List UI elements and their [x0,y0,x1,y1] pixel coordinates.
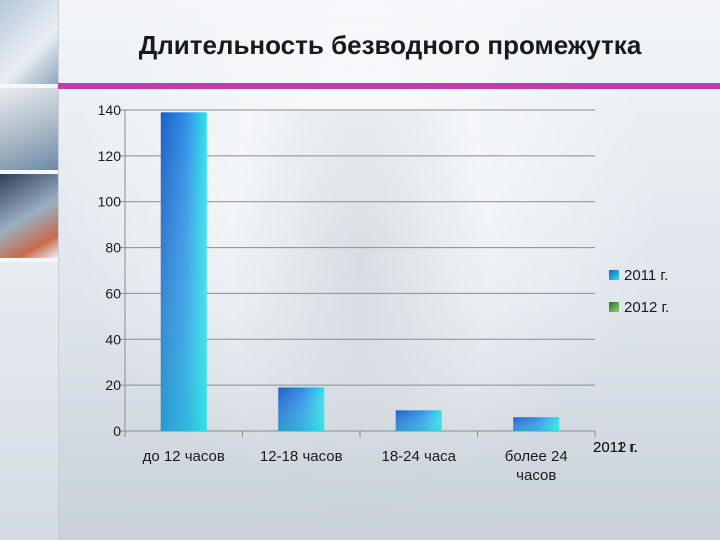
x-tick-label: 12-18 часов [260,448,343,465]
y-tick-label: 20 [105,377,121,393]
overlap-label-2012: 2012 г. [593,439,638,456]
legend-swatch [609,302,619,312]
bar-2011-shade [395,410,442,431]
overlap-label-2011: 2011 г. [593,439,637,456]
x-tick-label: 18-24 часа [381,448,456,465]
legend-label: 2011 г. [624,267,668,284]
y-tick-label: 60 [105,285,121,301]
bars-layer [160,112,560,432]
legend-label: 2012 г. [624,299,669,316]
y-tick-label: 100 [98,194,122,210]
y-tick-label: 40 [105,331,121,347]
labels-layer: 0 20 40 60 80 100 120 140 до 12 часов 12-18 часов… [98,102,639,484]
y-tick-label: 120 [98,148,122,164]
legend-swatch [609,270,619,280]
slide-title: Длительность безводного промежутка [138,30,642,60]
photo-strip [0,0,59,540]
title-accent-bar [58,83,720,89]
x-tick-label: до 12 часов [143,448,225,465]
bar-2011-shade [160,112,207,432]
legend: 2011 г. 2012 г. [609,267,669,316]
x-tick-label: более 24 часов [505,448,568,484]
photo-surgeons [0,0,58,84]
y-tick-label: 80 [105,240,121,256]
photo-doctor [0,88,58,170]
bar-2011-shade [278,387,325,431]
photo-blank [0,262,58,540]
bar-2011-shade [513,417,560,431]
y-tick-label: 140 [98,102,122,118]
photo-injection [0,174,58,258]
background-figure [230,110,490,540]
y-tick-label: 0 [113,423,121,439]
